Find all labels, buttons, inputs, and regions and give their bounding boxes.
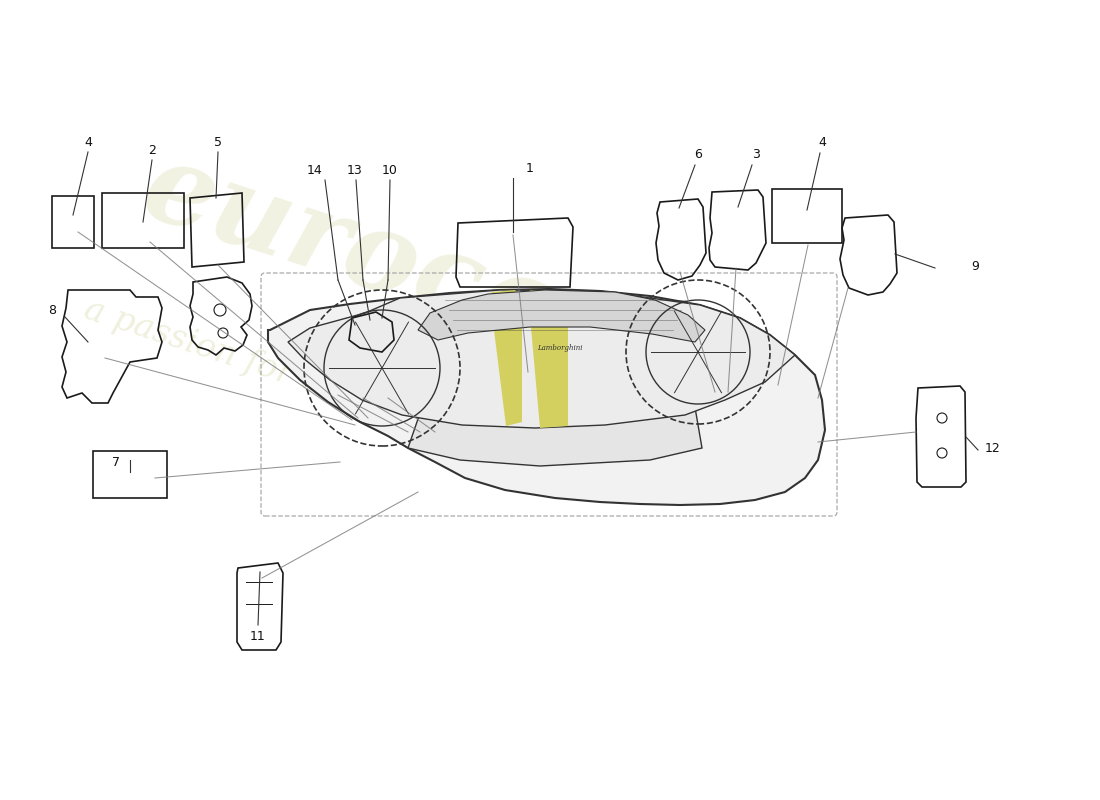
Text: 6: 6 xyxy=(694,149,702,162)
Bar xyxy=(52,196,94,248)
Text: a passion for cars since 1985: a passion for cars since 1985 xyxy=(80,294,560,477)
Polygon shape xyxy=(408,353,702,466)
Text: 7: 7 xyxy=(112,457,120,470)
Text: 10: 10 xyxy=(382,163,398,177)
Bar xyxy=(772,189,842,243)
Polygon shape xyxy=(418,290,705,342)
Text: 9: 9 xyxy=(971,261,979,274)
Text: 14: 14 xyxy=(307,163,323,177)
Text: Lamborghini: Lamborghini xyxy=(537,344,583,352)
Text: 4: 4 xyxy=(84,135,92,149)
Text: 3: 3 xyxy=(752,149,760,162)
Polygon shape xyxy=(490,290,522,426)
Text: 8: 8 xyxy=(48,303,56,317)
Polygon shape xyxy=(288,290,795,428)
Text: 11: 11 xyxy=(250,630,266,642)
Bar xyxy=(94,451,167,498)
Text: 1: 1 xyxy=(526,162,534,174)
Polygon shape xyxy=(528,290,568,428)
Text: eurocars: eurocars xyxy=(130,133,681,403)
Text: 4: 4 xyxy=(818,137,826,150)
Text: 2: 2 xyxy=(148,143,156,157)
Polygon shape xyxy=(268,289,825,505)
Text: 5: 5 xyxy=(214,135,222,149)
Text: 13: 13 xyxy=(348,163,363,177)
Bar xyxy=(102,193,184,248)
Text: 12: 12 xyxy=(986,442,1001,454)
